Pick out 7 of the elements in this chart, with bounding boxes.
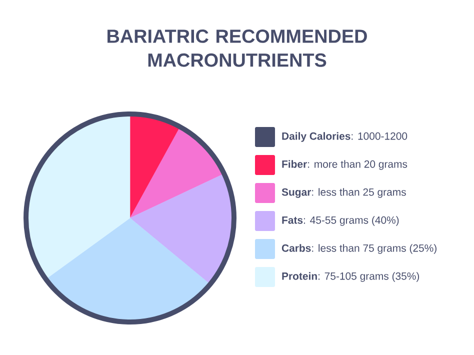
legend-label: Carbs: less than 75 grams (25%) xyxy=(282,244,436,254)
legend-label: Daily Calories: 1000-1200 xyxy=(282,132,408,142)
legend-label: Protein: 75-105 grams (35%) xyxy=(282,272,420,282)
legend-label: Sugar: less than 25 grams xyxy=(282,188,406,198)
legend-label: Fiber: more than 20 grams xyxy=(282,160,408,170)
legend-label: Fats: 45-55 grams (40%) xyxy=(282,216,399,226)
chart-title: BARIATRIC RECOMMENDED MACRONUTRIENTS xyxy=(108,30,367,67)
